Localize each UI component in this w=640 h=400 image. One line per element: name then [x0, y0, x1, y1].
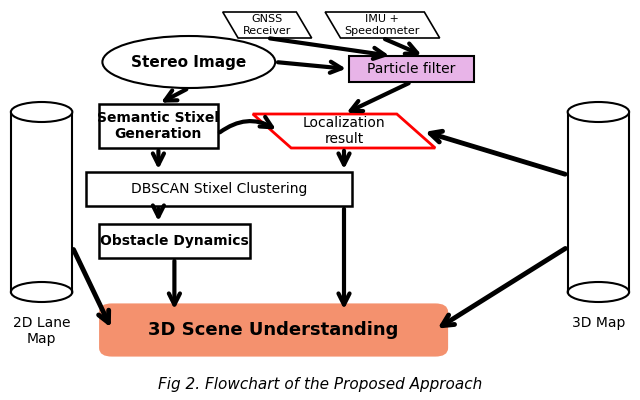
Text: Localization
result: Localization result — [303, 116, 385, 146]
Text: GNSS
Receiver: GNSS Receiver — [243, 14, 291, 36]
Text: 3D Map: 3D Map — [572, 316, 625, 330]
Ellipse shape — [568, 102, 629, 122]
Ellipse shape — [568, 282, 629, 302]
Ellipse shape — [11, 102, 72, 122]
Text: Semantic Stixel
Generation: Semantic Stixel Generation — [97, 111, 220, 141]
Polygon shape — [568, 112, 629, 292]
Text: 3D Scene Understanding: 3D Scene Understanding — [148, 321, 399, 339]
Polygon shape — [253, 114, 435, 148]
Polygon shape — [223, 12, 312, 38]
Polygon shape — [11, 112, 72, 292]
FancyBboxPatch shape — [99, 104, 218, 148]
Text: IMU +
Speedometer: IMU + Speedometer — [345, 14, 420, 36]
Text: Particle filter: Particle filter — [367, 62, 456, 76]
FancyBboxPatch shape — [99, 224, 250, 258]
Polygon shape — [325, 12, 440, 38]
Text: 2D Lane
Map: 2D Lane Map — [13, 316, 70, 346]
FancyBboxPatch shape — [349, 56, 474, 82]
Text: Obstacle Dynamics: Obstacle Dynamics — [100, 234, 249, 248]
Text: Stereo Image: Stereo Image — [131, 54, 246, 70]
Ellipse shape — [102, 36, 275, 88]
Text: Fig 2. Flowchart of the Proposed Approach: Fig 2. Flowchart of the Proposed Approac… — [158, 376, 482, 392]
Ellipse shape — [11, 282, 72, 302]
FancyBboxPatch shape — [100, 305, 447, 355]
FancyBboxPatch shape — [86, 172, 352, 206]
Text: DBSCAN Stixel Clustering: DBSCAN Stixel Clustering — [131, 182, 307, 196]
